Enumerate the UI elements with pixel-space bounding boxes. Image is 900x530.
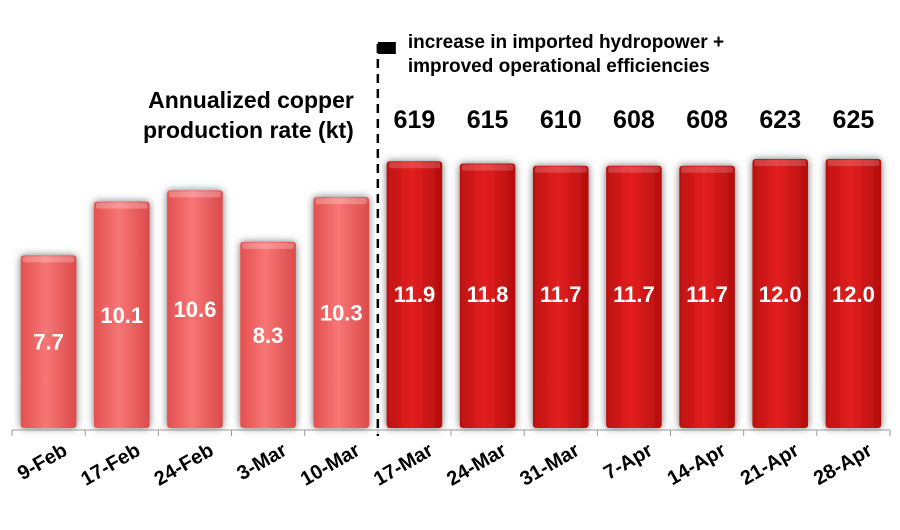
annualized-rate-label: 608 [613,106,655,134]
annualized-rate-label: 625 [833,106,875,134]
bar-highlight [315,198,368,205]
bar [93,201,150,428]
bar-highlight [608,166,660,173]
annualized-rate-label: 623 [759,106,801,134]
bar-value-label: 11.8 [467,282,509,307]
x-tick-label: 24-Mar [443,439,510,490]
bar [752,158,809,428]
annualized-rate-label: 615 [467,106,509,134]
annualized-rate-label: 619 [394,106,436,134]
annotation: increase in imported hydropower + improve… [376,32,724,436]
x-tick-label: 28-Apr [810,439,876,490]
bar-value-label: 7.7 [33,330,64,355]
bar-highlight [95,202,148,209]
bar-value-label: 10.1 [100,303,143,328]
bar-value-label: 10.6 [174,297,217,322]
annualized-rate-label: 608 [686,106,728,134]
annualized-rates: 619 615 610 608 608 623 625 Annualized copper pr… [143,87,874,143]
bar [386,161,443,429]
bar-highlight [22,256,75,263]
bar [679,165,735,428]
bar-value-label: 8.3 [253,323,284,348]
bar-value-label: 11.7 [540,282,582,307]
bar-highlight [242,242,294,249]
bar-value-label: 11.7 [686,282,728,307]
bar [532,165,589,428]
x-tick-label: 31-Mar [516,439,583,490]
bar-highlight [534,166,587,173]
bar-value-label: 11.7 [613,282,655,307]
bar-highlight [754,159,807,166]
x-tick-label: 14-Apr [664,439,730,490]
annualized-rate-title: Annualized copper production rate (kt) [143,87,354,143]
x-tick-label: 3-Mar [233,439,290,485]
bars-layer: 7.7 10.1 10.6 8.3 10.3 11.9 11.8 11.7 11.7 11.7 12… [20,158,882,429]
x-tick-label: 10-Mar [297,439,364,490]
x-tick-label: 24-Feb [151,439,218,490]
bar [825,158,882,428]
bar [240,241,296,428]
bar-highlight [169,191,221,198]
bar-highlight [388,162,441,169]
bar-value-label: 12.0 [759,282,802,307]
bar-value-label: 10.3 [320,301,363,326]
bar [20,255,77,428]
x-tick-label: 17-Feb [77,439,144,490]
x-tick-label: 17-Mar [370,439,437,490]
bar [313,197,370,428]
x-tick-label: 21-Apr [737,439,803,490]
bar-highlight [827,159,880,166]
x-axis: 9-Feb 17-Feb 24-Feb 3-Mar 10-Mar 17-Mar 24-Mar… [11,429,891,491]
bar-value-label: 12.0 [832,282,875,307]
annualized-rate-label: 610 [540,106,582,134]
bar-highlight [681,166,733,173]
x-tick-label: 9-Feb [14,439,71,485]
flag-icon [377,42,396,54]
bar-value-label: 11.9 [394,282,436,307]
bar [606,165,662,428]
bar [459,163,516,429]
x-tick-label: 7-Apr [600,439,656,484]
bar [167,190,223,428]
annotation-text: increase in imported hydropower + improve… [408,32,724,77]
bar-highlight [461,164,514,171]
